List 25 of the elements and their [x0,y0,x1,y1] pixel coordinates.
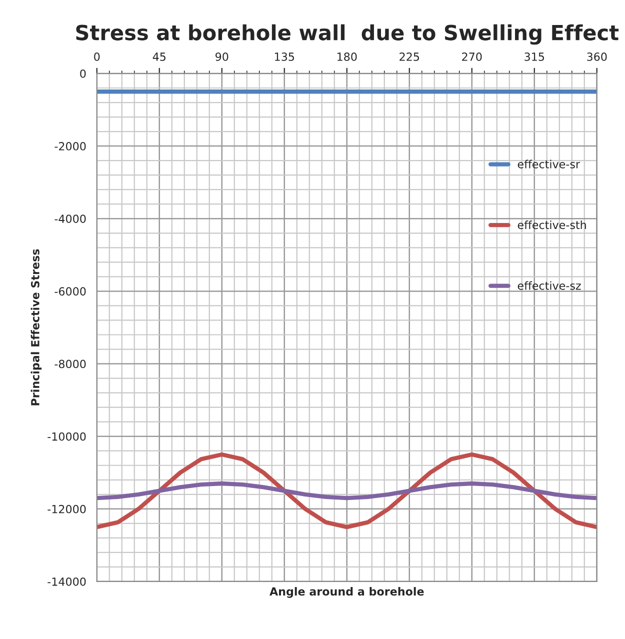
x-tick-label: 360 [587,52,607,61]
legend-label: effective-sth [518,220,586,230]
y-tick-label: -2000 [54,142,86,150]
x-tick-label: 135 [274,52,294,61]
y-axis-title: Principal Effective Stress [30,249,42,406]
x-tick-label: 0 [94,52,100,61]
line-series [96,452,597,530]
y-tick-label: -8000 [54,360,86,368]
x-tick-label: 270 [462,52,482,61]
y-tick-label: -4000 [54,214,86,224]
y-tick-label: 0 [80,69,86,78]
chart-title: Stress at borehole wall due to Swelling Effect [76,24,619,45]
x-tick-label: 225 [400,52,420,61]
y-tick-label: -10000 [48,432,86,441]
y-tick-label: -12000 [48,504,86,514]
y-tick-label: -14000 [48,577,86,586]
x-tick-label: 45 [152,52,166,61]
legend-label: effective-sz [518,281,581,290]
x-tick-label: 180 [337,52,357,61]
x-tick-label: 90 [216,52,228,61]
legend-label: effective-sr [518,160,580,168]
x-axis-title: Angle around a borehole [270,587,424,598]
line-series [96,481,597,500]
x-tick-label: 315 [524,52,544,61]
y-tick-label: -6000 [54,287,86,296]
